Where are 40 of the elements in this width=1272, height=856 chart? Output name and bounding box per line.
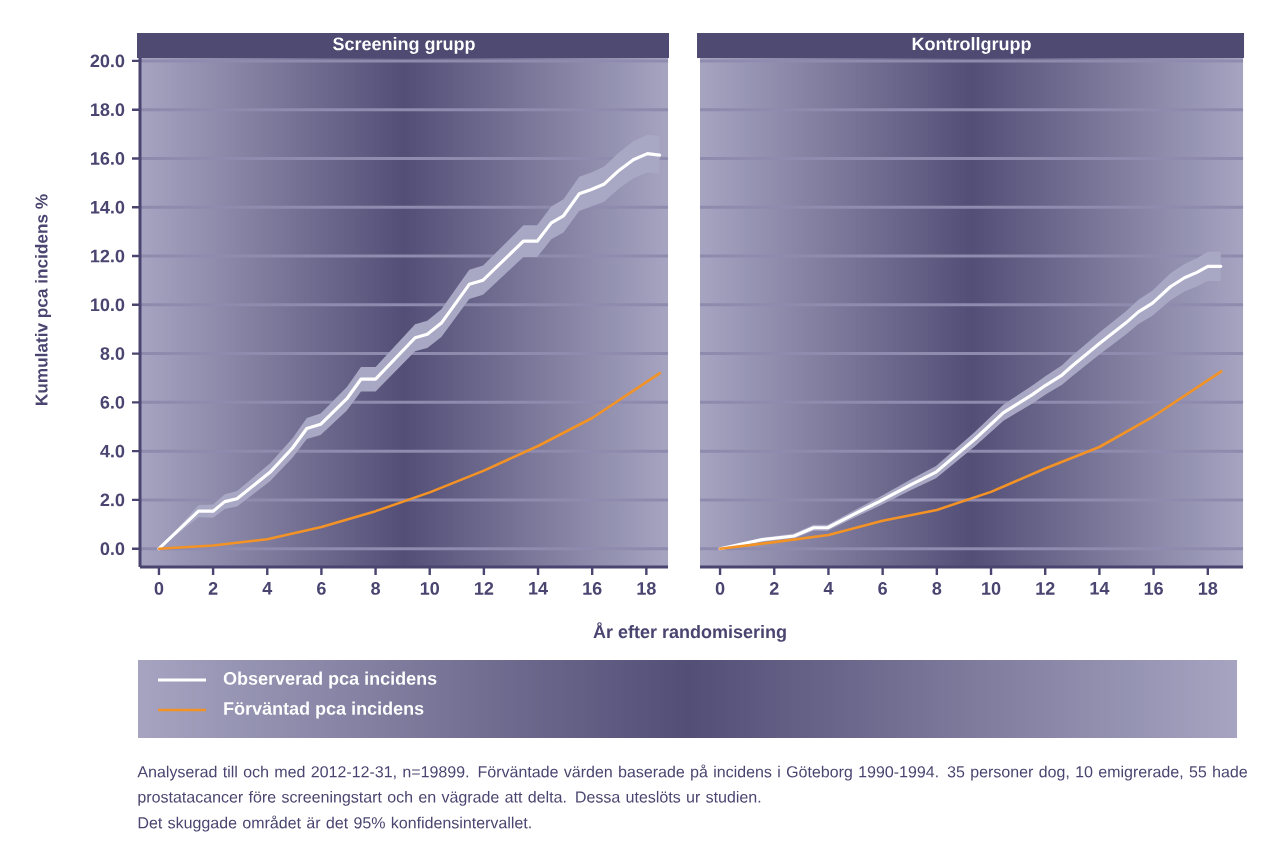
y-tick-label: 12.0	[91, 249, 125, 263]
x-tick-label: 14	[529, 582, 548, 595]
x-tick-label: 18	[637, 582, 656, 595]
y-tick-label: 14.0	[91, 200, 125, 214]
text: Det skuggade området är det 95% konfidensintervallet.	[138, 815, 531, 832]
x-tick-label: 8	[932, 582, 942, 595]
chart-title: Screening grupp	[333, 37, 475, 54]
x-tick-label: 2	[208, 582, 218, 595]
x-tick-label: 0	[154, 582, 164, 595]
x-tick-label: 8	[371, 582, 381, 595]
x-tick-label: 0	[715, 582, 725, 595]
x-tick-label: 12	[475, 582, 494, 595]
x-axis-title: År efter randomisering	[593, 622, 786, 642]
legend-label: Förväntad pca incidens	[224, 701, 424, 719]
y-tick-label: 0.0	[100, 542, 125, 556]
chart-title: Kontrollgrupp	[912, 37, 1031, 54]
y-tick-label: 2.0	[100, 493, 125, 507]
y-tick-label: 6.0	[100, 395, 125, 409]
x-tick-label: 18	[1198, 582, 1218, 595]
x-tick-label: 10	[982, 582, 1001, 595]
y-tick-label: 4.0	[100, 444, 125, 458]
x-tick-label: 2	[769, 582, 779, 595]
y-tick-label: 16.0	[91, 152, 125, 165]
x-tick-label: 4	[823, 582, 834, 595]
legend-label: Observerad pca incidens	[223, 671, 437, 689]
line-series	[157, 371, 662, 551]
x-tick-label: 10	[420, 582, 440, 595]
x-tick-label: 6	[317, 582, 326, 595]
text: Analyserad till och med 2012-12-31, n=19899. Förväntade värden baserade på incidens i Göteborg 1990-1994. 35 personer dog, 10 emigrerade, 55 hade prostatacancer före screeningstart och en vägrade att delta. Dessa uteslöts ur studien.	[137, 764, 1247, 806]
x-tick-label: 12	[1036, 582, 1055, 595]
y-tick-label: 10.0	[91, 298, 125, 312]
x-tick-label: 16	[1144, 582, 1163, 595]
y-tick-label: 18.0	[91, 103, 125, 117]
y-tick-label: 8.0	[100, 347, 125, 360]
x-tick-label: 6	[878, 582, 887, 595]
y-axis-title: Kumulativ pca incidens %	[35, 194, 52, 405]
x-tick-label: 14	[1090, 582, 1110, 595]
y-tick-label: 20.0	[90, 54, 125, 68]
x-tick-label: 4	[262, 582, 273, 595]
x-tick-label: 16	[583, 582, 602, 595]
